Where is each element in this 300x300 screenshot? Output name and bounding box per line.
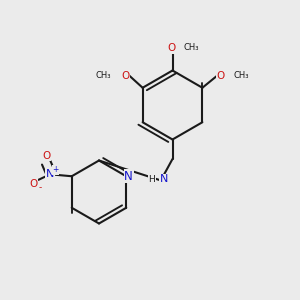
Text: O: O [29, 179, 38, 189]
Text: O: O [217, 71, 225, 81]
Text: O: O [167, 43, 176, 53]
Text: -: - [39, 183, 42, 192]
Text: H: H [148, 176, 155, 184]
Text: N: N [46, 169, 54, 179]
Text: +: + [52, 165, 59, 174]
Text: N: N [160, 174, 168, 184]
Text: CH₃: CH₃ [184, 44, 200, 52]
Text: O: O [42, 151, 50, 161]
Text: N: N [124, 170, 133, 183]
Text: CH₃: CH₃ [234, 71, 249, 80]
Text: CH₃: CH₃ [96, 71, 111, 80]
Text: O: O [122, 71, 130, 81]
